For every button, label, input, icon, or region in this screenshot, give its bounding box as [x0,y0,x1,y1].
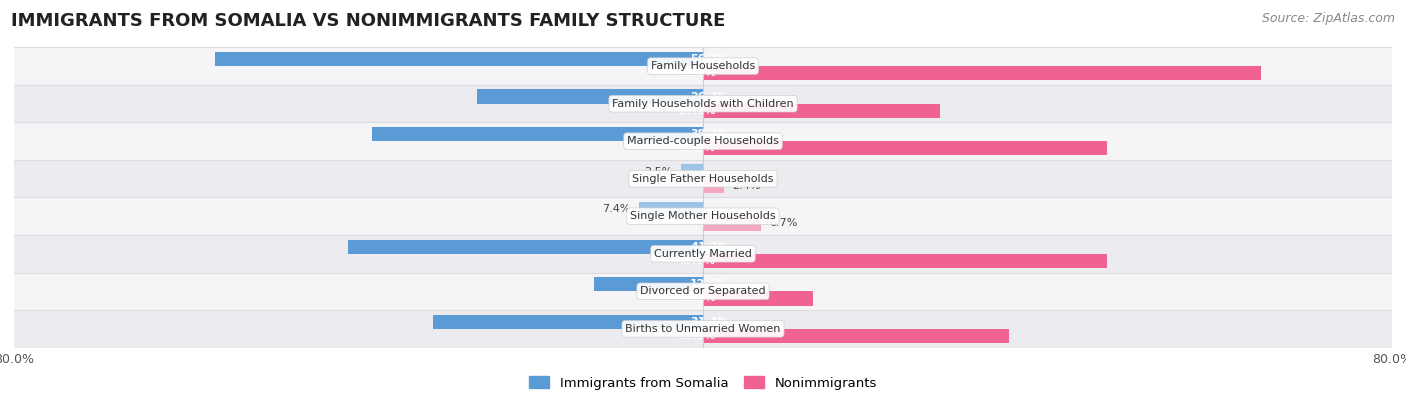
Text: Married-couple Households: Married-couple Households [627,136,779,146]
Bar [477,89,703,103]
Bar [703,179,724,193]
Text: 41.2%: 41.2% [690,242,728,252]
Bar [215,52,703,66]
Text: 56.7%: 56.7% [690,54,728,64]
Bar [14,160,1392,198]
Bar [349,239,703,254]
Bar [595,277,703,292]
Bar [14,198,1392,235]
Text: 12.6%: 12.6% [690,279,728,289]
Text: IMMIGRANTS FROM SOMALIA VS NONIMMIGRANTS FAMILY STRUCTURE: IMMIGRANTS FROM SOMALIA VS NONIMMIGRANTS… [11,12,725,30]
Text: Source: ZipAtlas.com: Source: ZipAtlas.com [1261,12,1395,25]
Text: 2.5%: 2.5% [644,167,673,177]
Bar [433,314,703,329]
Text: 6.7%: 6.7% [769,218,797,228]
Text: 46.9%: 46.9% [676,256,716,266]
Text: 31.4%: 31.4% [690,317,728,327]
Text: Currently Married: Currently Married [654,249,752,259]
Bar [703,141,1107,156]
Bar [682,164,703,179]
Bar [373,127,703,141]
Bar [703,329,1008,343]
Bar [14,310,1392,348]
Text: 7.4%: 7.4% [602,204,631,214]
Text: 26.3%: 26.3% [690,92,728,102]
Bar [14,235,1392,273]
Text: 12.8%: 12.8% [678,293,716,303]
Bar [640,202,703,216]
Text: 64.8%: 64.8% [678,68,716,78]
Text: 2.4%: 2.4% [733,181,761,191]
Bar [14,85,1392,122]
Text: 35.5%: 35.5% [678,331,716,341]
Bar [703,216,761,231]
Bar [14,122,1392,160]
Bar [703,254,1107,268]
Text: Single Father Households: Single Father Households [633,174,773,184]
Text: Single Mother Households: Single Mother Households [630,211,776,221]
Legend: Immigrants from Somalia, Nonimmigrants: Immigrants from Somalia, Nonimmigrants [524,371,882,395]
Bar [14,273,1392,310]
Text: Family Households with Children: Family Households with Children [612,99,794,109]
Text: 27.5%: 27.5% [678,106,716,116]
Text: Divorced or Separated: Divorced or Separated [640,286,766,296]
Bar [703,103,939,118]
Text: 38.4%: 38.4% [690,129,728,139]
Bar [703,66,1261,81]
Bar [703,292,813,306]
Text: 46.9%: 46.9% [676,143,716,153]
Text: Family Households: Family Households [651,61,755,71]
Text: Births to Unmarried Women: Births to Unmarried Women [626,324,780,334]
Bar [14,47,1392,85]
